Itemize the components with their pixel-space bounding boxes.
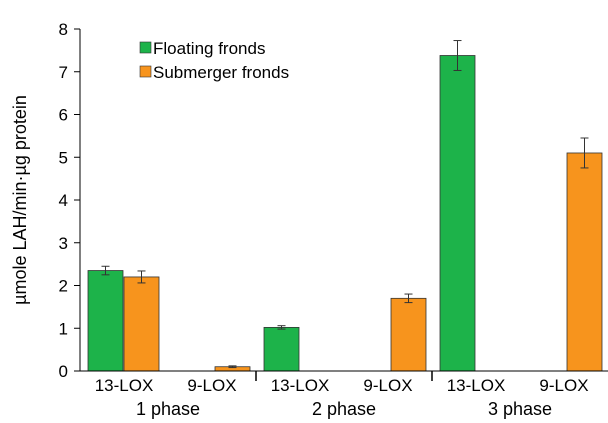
y-tick-label: 5 xyxy=(59,148,68,167)
group-label: 1 phase xyxy=(136,399,200,419)
y-ticks-layer: 0 1 2 3 4 5 6 7 8 xyxy=(59,20,80,381)
y-tick-label: 2 xyxy=(59,277,68,296)
legend-entry-label: Submerger fronds xyxy=(153,63,289,82)
bar-floating-0 xyxy=(87,270,124,372)
group-labels-layer: 1 phase 2 phase 3 phase xyxy=(136,371,552,419)
bars-layer xyxy=(87,55,603,372)
x-category-label: 13-LOX xyxy=(447,376,506,395)
legend: Floating fronds Submerger fronds xyxy=(139,39,289,82)
y-axis-label: µmole LAH/min·µg protein xyxy=(10,95,30,305)
y-tick-label: 3 xyxy=(59,234,68,253)
x-labels-layer: 13-LOX 9-LOX 13-LOX 9-LOX 13-LOX 9-LOX xyxy=(95,376,589,395)
legend-swatch xyxy=(139,41,152,54)
bar-submerger-0 xyxy=(123,276,160,372)
y-tick-label: 7 xyxy=(59,63,68,82)
y-tick-label: 8 xyxy=(59,20,68,39)
y-tick-label: 0 xyxy=(59,362,68,381)
x-category-label: 9-LOX xyxy=(187,376,236,395)
bar-submerger-5 xyxy=(566,152,603,372)
y-tick-label: 4 xyxy=(59,191,68,210)
y-tick-label: 6 xyxy=(59,106,68,125)
bar-floating-4 xyxy=(439,55,476,372)
legend-swatch xyxy=(139,65,152,78)
x-category-label: 9-LOX xyxy=(363,376,412,395)
bar-submerger-3 xyxy=(390,297,427,372)
error-bars-layer xyxy=(101,40,589,369)
group-label: 2 phase xyxy=(312,399,376,419)
x-category-label: 13-LOX xyxy=(271,376,330,395)
x-category-label: 13-LOX xyxy=(95,376,154,395)
y-tick-label: 1 xyxy=(59,319,68,338)
x-category-label: 9-LOX xyxy=(539,376,588,395)
group-label: 3 phase xyxy=(488,399,552,419)
legend-entry-label: Floating fronds xyxy=(153,39,265,58)
bar-floating-2 xyxy=(263,326,300,372)
